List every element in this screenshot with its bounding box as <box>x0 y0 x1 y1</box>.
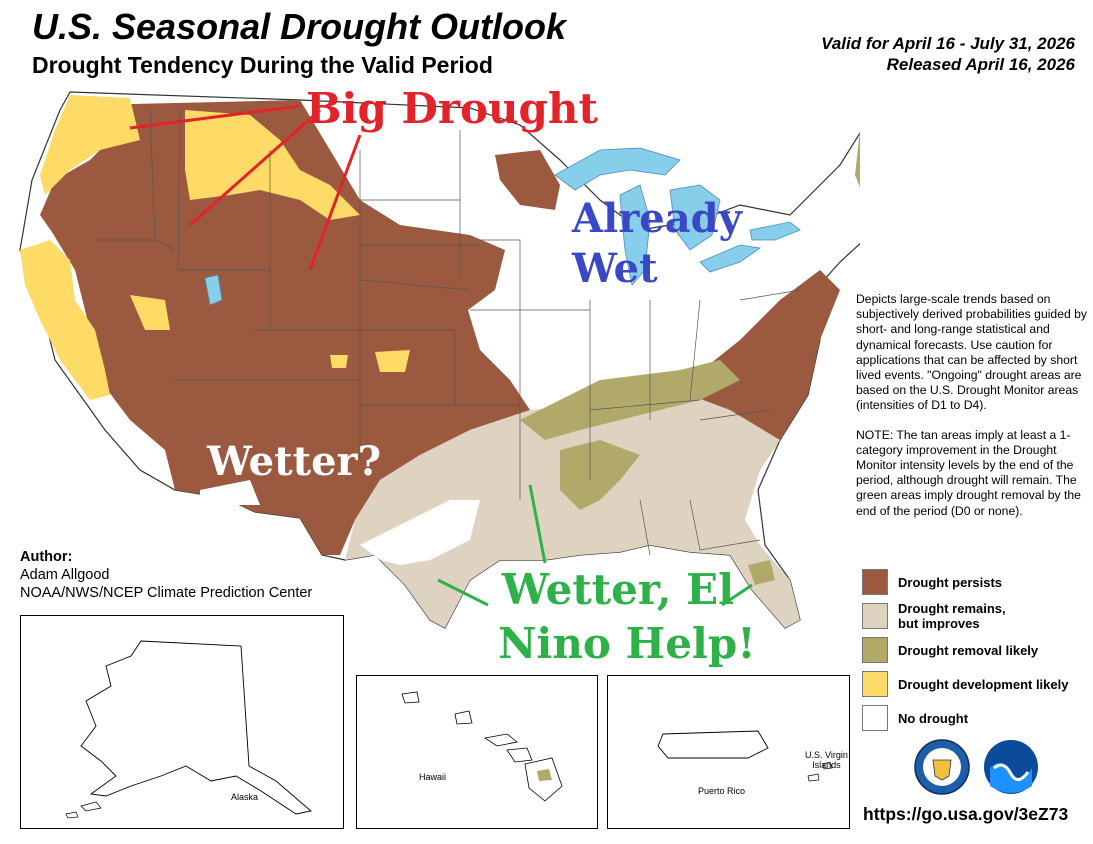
el-nino-pointers <box>437 484 753 607</box>
plains-persists-area <box>495 150 560 210</box>
lake-erie <box>699 244 762 273</box>
map-title: U.S. Seasonal Drought Outlook <box>32 6 567 47</box>
legend-swatch <box>862 705 888 731</box>
lake-huron <box>669 184 721 251</box>
alaska-label: Alaska <box>231 792 259 802</box>
lake-ontario <box>749 221 801 241</box>
legend-item-no-drought: No drought <box>862 701 1092 735</box>
california-development-area <box>20 240 110 400</box>
legend-item-persists: Drought persists <box>862 565 1092 599</box>
legend-label: Drought development likely <box>898 676 1069 692</box>
already-wet-annotation: Already Wet <box>572 194 762 294</box>
el-nino-line2: Nino Help! <box>498 619 756 668</box>
description-paragraph-1: Depicts large-scale trends based on subj… <box>856 292 1088 413</box>
lake-michigan <box>619 184 651 286</box>
conus-drought-map <box>19 91 860 629</box>
south-improves-area <box>345 395 800 628</box>
puerto-rico-inset: Puerto Rico U.S. Virgin Islands <box>607 675 850 829</box>
legend-label: Drought remains, but improves <box>898 601 1006 631</box>
noaa-logo-icon <box>984 740 1038 794</box>
big-drought-pointers <box>129 104 362 271</box>
newengland-removal-area <box>855 130 860 188</box>
legend-label: Drought persists <box>898 574 1003 590</box>
hawaii-map <box>401 691 563 802</box>
puerto-rico-map <box>657 730 833 782</box>
legend-swatch <box>862 569 888 595</box>
florida-removal-area <box>748 560 775 585</box>
release-date: Released April 16, 2026 <box>886 55 1075 74</box>
hawaii-inset: Hawaii <box>356 675 598 829</box>
already-wet-line1: Already <box>572 195 742 242</box>
alaska-inset: Alaska <box>20 615 344 829</box>
doc-seal-icon <box>914 739 970 795</box>
already-wet-line2: Wet <box>572 245 658 292</box>
legend-label: No drought <box>898 710 969 726</box>
legend: Drought persists Drought remains, but im… <box>862 565 1092 735</box>
author-heading: Author: <box>20 549 73 565</box>
map-subtitle: Drought Tendency During the Valid Period <box>32 52 493 78</box>
valid-period-block: Valid for April 16 - July 31, 2026 Relea… <box>821 33 1075 75</box>
hawaii-label: Hawaii <box>419 772 447 782</box>
el-nino-line1: Wetter, El <box>501 565 735 614</box>
big-drought-annotation: Big Drought <box>306 84 598 133</box>
map-description: Depicts large-scale trends based on subj… <box>856 292 1088 533</box>
virgin-islands-line1: U.S. Virgin <box>805 750 848 760</box>
colorado-development-area <box>330 350 410 372</box>
author-block: Author: Adam Allgood NOAA/NWS/NCEP Clima… <box>20 548 312 602</box>
el-nino-annotation: Wetter, El Nino Help! <box>498 563 756 671</box>
virgin-islands-label: U.S. Virgin Islands <box>805 750 848 770</box>
description-paragraph-2: NOTE: The tan areas imply at least a 1-c… <box>856 427 1081 518</box>
legend-item-development: Drought development likely <box>862 667 1092 701</box>
legend-swatch <box>862 637 888 663</box>
lake-superior <box>554 147 681 191</box>
virgin-islands-line2: Islands <box>812 760 841 770</box>
author-organization: NOAA/NWS/NCEP Climate Prediction Center <box>20 585 313 601</box>
legend-swatch <box>862 603 888 629</box>
legend-item-improves: Drought remains, but improves <box>862 599 1092 633</box>
valid-period: Valid for April 16 - July 31, 2026 <box>821 34 1075 53</box>
author-name: Adam Allgood <box>20 567 110 583</box>
greatbasin-development-area <box>130 295 170 330</box>
state-boundaries <box>95 109 801 556</box>
alaska-map <box>65 640 312 819</box>
legend-label: Drought removal likely <box>898 642 1039 658</box>
southwest-no-drought-area <box>200 480 260 505</box>
legend-item-removal: Drought removal likely <box>862 633 1092 667</box>
outlook-link[interactable]: https://go.usa.gov/3eZ73 <box>863 804 1069 824</box>
west-persists-area <box>40 100 530 555</box>
gulf-removal-area <box>560 440 640 510</box>
great-salt-lake <box>204 274 223 306</box>
texas-no-drought-area <box>360 500 480 565</box>
wetter-annotation: Wetter? <box>207 438 382 485</box>
southeast-removal-area <box>520 360 740 440</box>
legend-swatch <box>862 671 888 697</box>
northwest-development-area <box>40 95 140 195</box>
puerto-rico-label: Puerto Rico <box>698 786 746 796</box>
